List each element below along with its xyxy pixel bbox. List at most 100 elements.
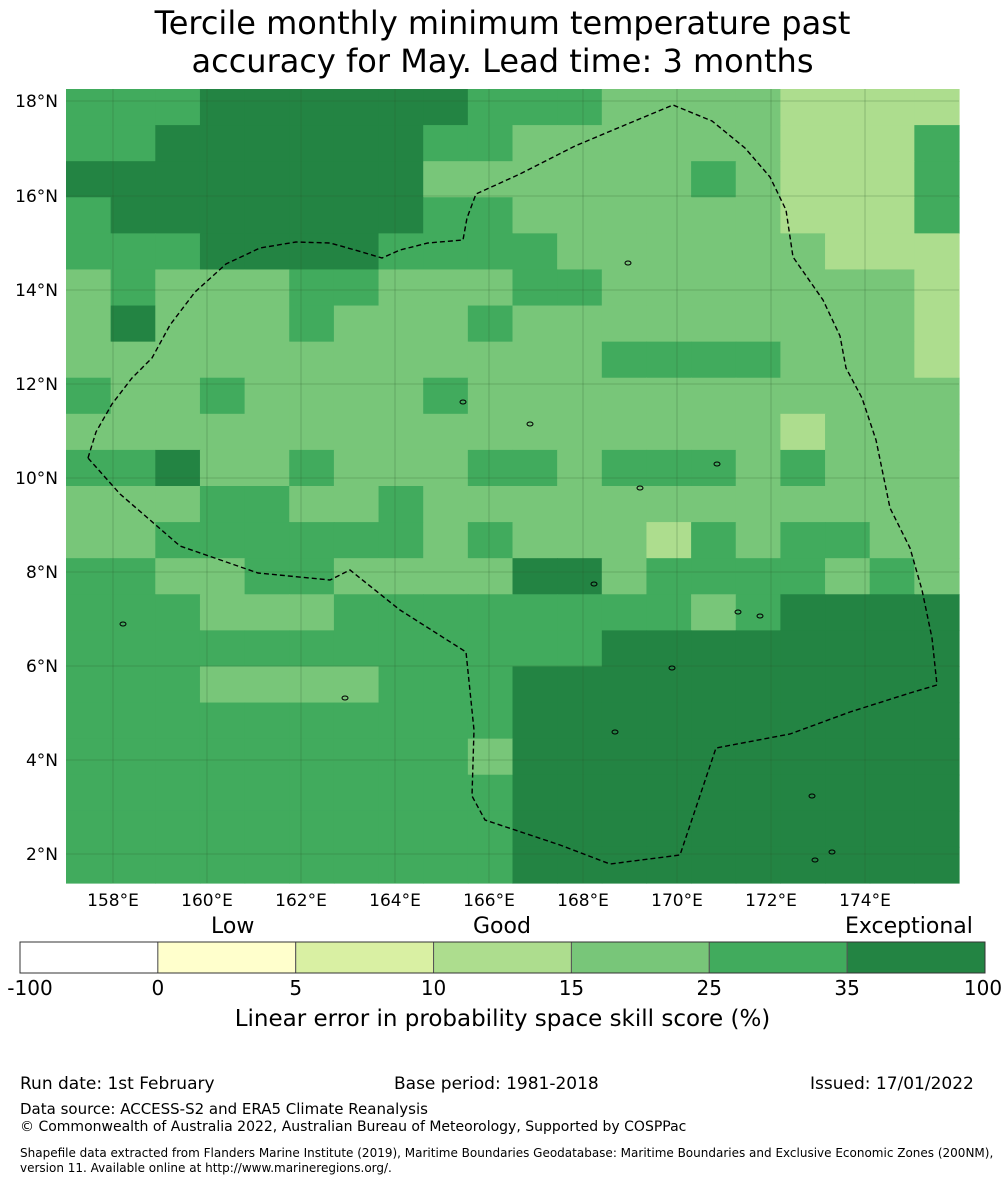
grid-cell	[110, 486, 156, 523]
grid-cell	[378, 666, 424, 704]
grid-cell	[155, 377, 201, 415]
grid-cell	[825, 233, 871, 271]
grid-cell	[780, 522, 826, 559]
grid-cell	[155, 161, 201, 198]
grid-cell	[601, 630, 648, 668]
grid-cell	[601, 594, 648, 631]
grid-cell	[735, 810, 781, 848]
legend-good-label: Good	[473, 914, 531, 939]
grid-cell	[780, 449, 826, 487]
grid-cell	[869, 449, 915, 487]
grid-cell	[155, 269, 201, 307]
grid-cell	[155, 558, 201, 595]
grid-cell	[423, 558, 469, 595]
grid-cell	[914, 594, 960, 631]
grid-cell	[914, 846, 960, 884]
grid-cell	[601, 269, 648, 307]
grid-cell	[110, 702, 156, 740]
grid-cell	[869, 305, 915, 343]
grid-cell	[601, 702, 648, 740]
grid-cell	[646, 774, 692, 812]
grid-cell	[155, 594, 201, 631]
grid-cell	[601, 125, 648, 162]
grid-cell	[512, 377, 558, 415]
grid-cell	[601, 197, 648, 234]
title-line-1: Tercile monthly minimum temperature past	[154, 4, 851, 42]
grid-cell	[66, 377, 112, 415]
grid-cell	[914, 125, 960, 162]
island-outline	[624, 260, 632, 266]
grid-cell	[467, 846, 514, 884]
grid-cell	[512, 125, 558, 162]
grid-cell	[601, 449, 648, 487]
grid-cell	[155, 197, 201, 234]
grid-cell	[512, 89, 558, 126]
longitude-label: 158°E	[87, 891, 139, 911]
grid-cell	[914, 233, 960, 271]
grid-cell	[914, 449, 960, 487]
grid-cell	[557, 89, 603, 126]
grid-cell	[601, 666, 648, 704]
grid-cell	[199, 738, 246, 776]
latitude-label: 16°N	[15, 187, 58, 207]
grid-cell	[155, 774, 201, 812]
grid-cell	[869, 666, 915, 704]
grid-cell	[66, 666, 112, 704]
grid-cell	[467, 233, 514, 271]
grid-cell	[735, 738, 781, 776]
grid-cell	[378, 89, 424, 126]
grid-cell	[601, 486, 648, 523]
grid-cell	[289, 630, 335, 668]
colorbar-segment	[570, 941, 710, 974]
grid-cell	[66, 810, 112, 848]
grid-cell	[110, 197, 156, 234]
grid-cell	[467, 810, 514, 848]
grid-cell	[557, 846, 603, 884]
grid-cell	[244, 305, 290, 343]
grid-cell	[333, 738, 380, 776]
grid-cell	[66, 413, 112, 451]
grid-cell	[735, 89, 781, 126]
colorbar-tick-label: -100	[7, 976, 53, 1000]
latitude-label: 10°N	[15, 469, 58, 489]
grid-cell	[199, 486, 246, 523]
grid-cell	[289, 810, 335, 848]
grid-cell	[423, 666, 469, 704]
grid-cell	[825, 738, 871, 776]
grid-cell	[378, 738, 424, 776]
grid-cell	[244, 233, 290, 271]
grid-cell	[467, 305, 514, 343]
grid-cell	[601, 305, 648, 343]
grid-cell	[110, 846, 156, 884]
title-line-2: accuracy for May. Lead time: 3 months	[191, 42, 814, 80]
grid-cell	[155, 125, 201, 162]
grid-cell	[869, 702, 915, 740]
grid-cell	[423, 702, 469, 740]
grid-cell	[199, 89, 246, 126]
graticule	[66, 89, 959, 883]
grid-cell	[601, 413, 648, 451]
grid-cell	[512, 269, 558, 307]
grid-cell	[914, 630, 960, 668]
island-outline	[119, 621, 127, 627]
grid-cell	[333, 269, 380, 307]
grid-cell	[289, 377, 335, 415]
longitude-label: 164°E	[369, 891, 421, 911]
grid-cell	[333, 233, 380, 271]
grid-cell	[557, 413, 603, 451]
grid-cell	[289, 449, 335, 487]
grid-cell	[780, 738, 826, 776]
grid-cell	[691, 594, 737, 631]
island-outline	[756, 613, 764, 619]
grid-cell	[512, 486, 558, 523]
grid-cell	[691, 702, 737, 740]
grid-cell	[199, 269, 246, 307]
grid-cell	[914, 341, 960, 379]
grid-cell	[735, 269, 781, 307]
grid-cell	[333, 594, 380, 631]
latitude-label: 2°N	[26, 845, 58, 865]
grid-cell	[244, 125, 290, 162]
grid-cell	[557, 449, 603, 487]
grid-cell	[646, 125, 692, 162]
